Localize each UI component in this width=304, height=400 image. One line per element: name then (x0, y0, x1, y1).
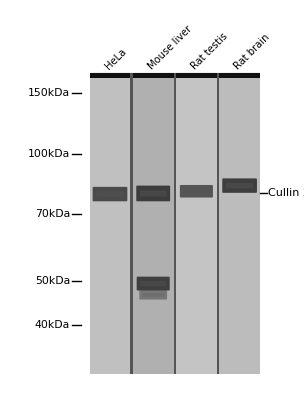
FancyBboxPatch shape (140, 281, 166, 286)
Bar (174, 72, 176, 374)
Bar (130, 72, 133, 374)
Bar (219, 72, 260, 78)
Text: 40kDa: 40kDa (35, 320, 70, 330)
Text: 150kDa: 150kDa (28, 88, 70, 98)
Text: 50kDa: 50kDa (35, 276, 70, 286)
FancyBboxPatch shape (226, 183, 253, 188)
Bar (176, 72, 217, 374)
Text: 70kDa: 70kDa (35, 209, 70, 219)
Bar (176, 72, 217, 78)
FancyBboxPatch shape (136, 186, 170, 201)
FancyBboxPatch shape (180, 185, 213, 198)
Text: HeLa: HeLa (103, 46, 128, 71)
FancyBboxPatch shape (142, 293, 164, 297)
FancyBboxPatch shape (222, 178, 257, 193)
FancyBboxPatch shape (93, 187, 127, 201)
FancyBboxPatch shape (137, 277, 170, 290)
FancyBboxPatch shape (96, 191, 124, 197)
FancyBboxPatch shape (140, 190, 167, 196)
Text: Rat testis: Rat testis (189, 31, 230, 71)
Bar (133, 72, 174, 78)
FancyBboxPatch shape (139, 290, 167, 300)
Text: Mouse liver: Mouse liver (146, 23, 194, 71)
Bar (133, 72, 174, 374)
FancyBboxPatch shape (183, 189, 209, 194)
Text: Rat brain: Rat brain (233, 32, 272, 71)
Bar (217, 72, 219, 374)
Text: 100kDa: 100kDa (28, 149, 70, 159)
Bar (90, 72, 130, 374)
Bar (90, 72, 130, 78)
Bar (219, 72, 260, 374)
Text: Cullin 2: Cullin 2 (268, 188, 304, 198)
